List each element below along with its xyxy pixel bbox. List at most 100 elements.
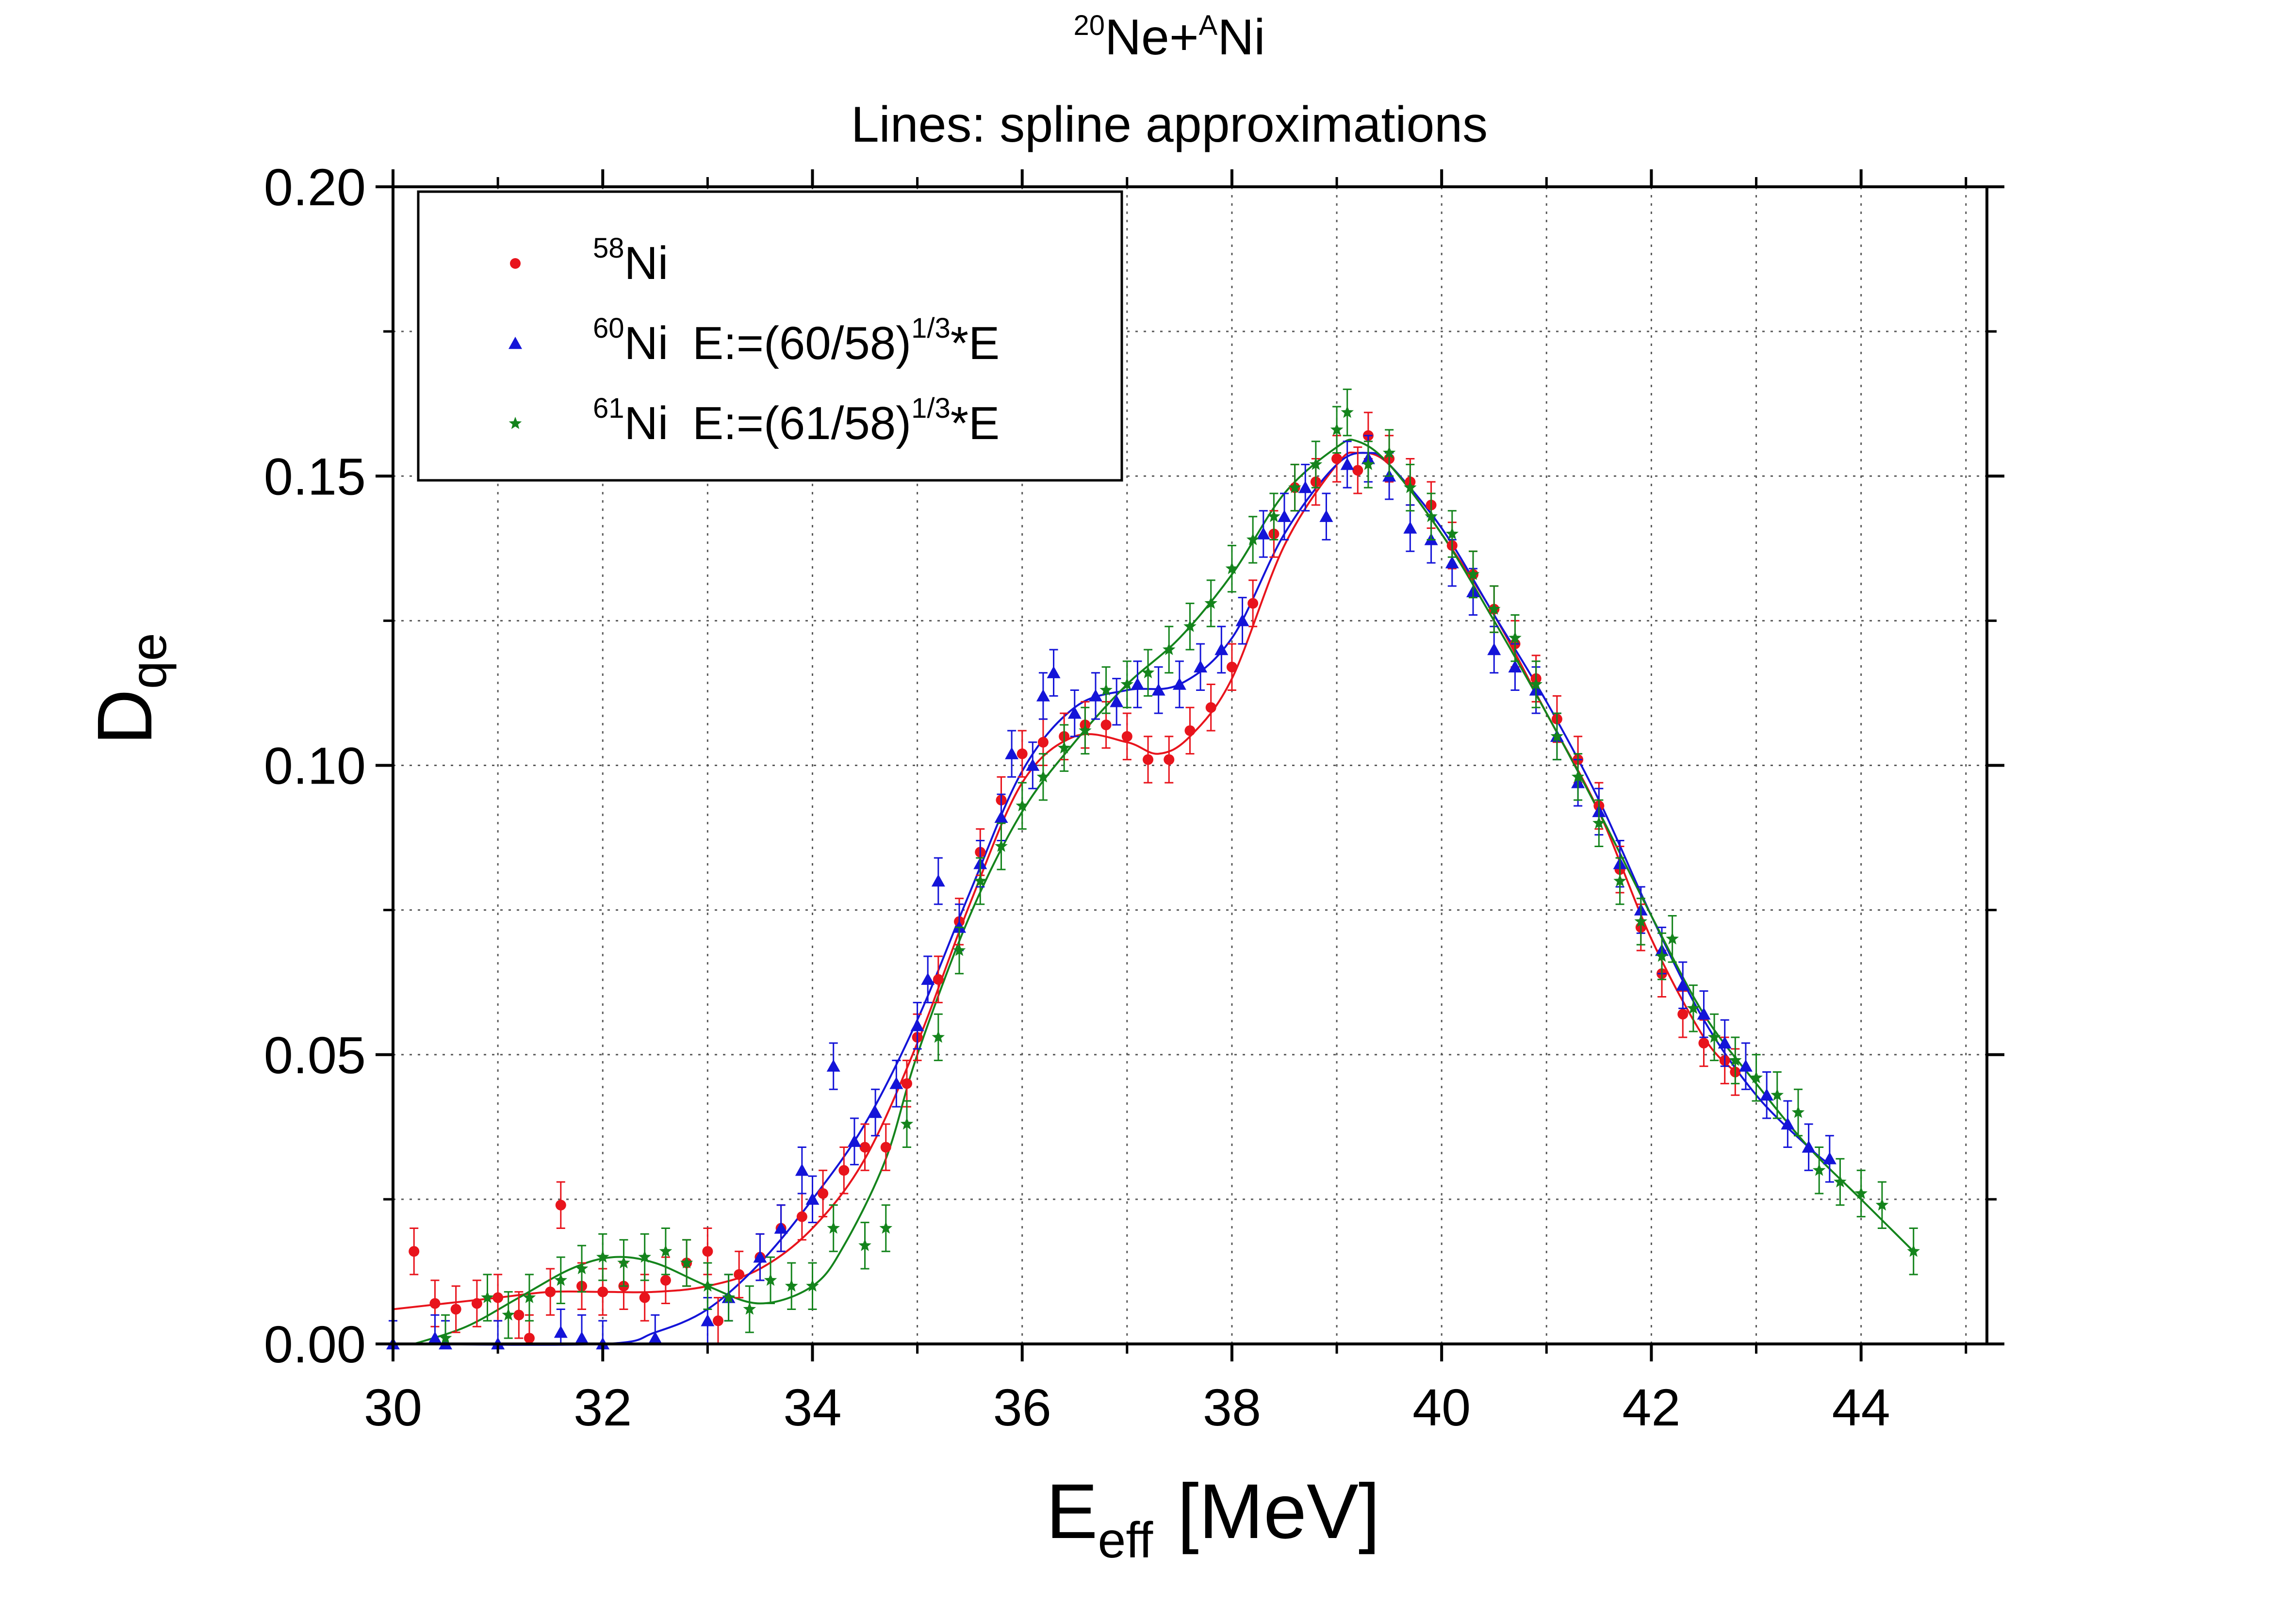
data-point-58Ni [702,1246,713,1257]
data-point-58Ni [524,1333,535,1344]
data-point-60Ni [869,1106,883,1118]
data-point-58Ni [1226,661,1237,672]
data-point-60Ni [795,1163,809,1176]
data-point-60Ni [1340,458,1354,470]
data-point-58Ni [712,1315,723,1326]
data-point-61Ni [1141,666,1155,678]
data-point-60Ni [1067,706,1082,719]
data-point-60Ni [1151,683,1165,696]
data-point-61Ni [827,1221,840,1234]
data-point-61Ni [1687,1001,1700,1014]
data-point-61Ni [1750,1071,1763,1083]
y-tick-label: 0.00 [264,1315,366,1374]
data-point-58Ni [450,1304,461,1315]
data-point-60Ni [1005,747,1019,759]
data-point-60Ni [1403,521,1417,534]
data-point-61Ni [1309,458,1323,470]
data-point-61Ni [1099,683,1113,696]
spline-layer [393,439,1915,1346]
data-point-60Ni [1026,758,1040,771]
legend-label-element: Ni [624,317,669,369]
data-point-58Ni [1143,754,1154,765]
data-point-58Ni [492,1292,504,1303]
legend-label-exponent: 1/3 [911,312,951,344]
data-point-60Ni [648,1331,662,1344]
data-point-61Ni [701,1279,714,1292]
data-point-61Ni [995,839,1008,852]
data-point-60Ni [1822,1152,1837,1164]
data-point-60Ni [1508,660,1522,672]
data-point-61Ni [1907,1244,1920,1257]
data-point-58Ni [1677,1009,1689,1020]
data-point-60Ni [910,1019,924,1031]
legend-label-transform: E:=(60/58) [692,317,911,369]
data-point-58Ni [1017,748,1028,759]
chart-title-line1: 20Ne+ANi [1073,9,1265,65]
data-point-61Ni [1267,509,1280,523]
data-point-61Ni [1729,1053,1742,1066]
legend-label-mass: 61 [593,393,624,424]
data-point-61Ni [1550,729,1564,742]
data-point-61Ni [481,1291,494,1303]
data-point-58Ni [1037,737,1049,748]
data-point-61Ni [575,1262,589,1275]
data-point-58Ni [734,1269,745,1280]
data-point-61Ni [1466,568,1480,580]
data-point-60Ni [701,1314,715,1326]
data-point-61Ni [1036,770,1050,783]
data-point-58Ni [796,1211,807,1222]
data-point-60Ni [1781,1117,1795,1130]
y-axis-title: Dqe [81,633,177,745]
spline-61Ni [413,439,1915,1345]
y-tick-label: 0.15 [264,447,366,506]
data-point-61Ni [1592,816,1606,829]
x-tick-label: 36 [993,1378,1051,1437]
data-point-60Ni [1676,978,1690,991]
data-point-58Ni [1352,465,1363,476]
data-point-58Ni [1205,702,1216,713]
data-point-61Ni [1613,874,1626,887]
data-point-58Ni [880,1142,891,1153]
data-point-58Ni [471,1298,482,1309]
data-point-61Ni [638,1250,651,1263]
data-point-61Ni [743,1302,756,1315]
data-point-61Ni [900,1117,914,1130]
legend-marker-61Ni [508,417,522,429]
x-axis-title: Eeff [MeV] [1046,1468,1380,1569]
legend-label-61Ni: 61Ni E:=(61/58)1/3*E [593,393,1000,449]
data-point-60Ni [1298,481,1312,493]
data-point-61Ni [1382,446,1396,458]
data-point-58Ni [933,974,944,985]
data-point-60Ni [826,1059,840,1072]
data-point-61Ni [1487,602,1501,615]
data-point-60Ni [575,1331,589,1344]
data-point-58Ni [818,1188,829,1199]
legend-marker-58Ni [510,258,521,269]
data-point-61Ni [1834,1175,1847,1188]
data-point-61Ni [1445,527,1459,540]
data-point-61Ni [1204,596,1217,609]
data-point-61Ni [1120,677,1134,690]
data-point-61Ni [1655,949,1669,962]
title-target: Ni [1217,9,1265,65]
data-point-58Ni [545,1286,556,1297]
data-point-61Ni [659,1244,672,1257]
legend-label-element: Ni [624,397,669,449]
x-tick-label: 38 [1203,1378,1261,1437]
data-point-58Ni [1247,598,1259,609]
data-point-61Ni [1163,643,1176,655]
data-point-61Ni [1425,509,1438,523]
chart-title-line2: Lines: spline approximations [851,97,1488,153]
data-point-61Ni [502,1308,515,1321]
x-tick-label: 42 [1622,1378,1680,1437]
x-tick-label: 40 [1412,1378,1471,1437]
legend-label-transform-end: *E [951,397,1000,449]
data-point-58Ni [409,1246,420,1257]
x-tick-label: 44 [1832,1378,1890,1437]
data-point-58Ni [838,1165,850,1176]
data-point-58Ni [901,1078,912,1089]
data-point-61Ni [1666,932,1679,945]
